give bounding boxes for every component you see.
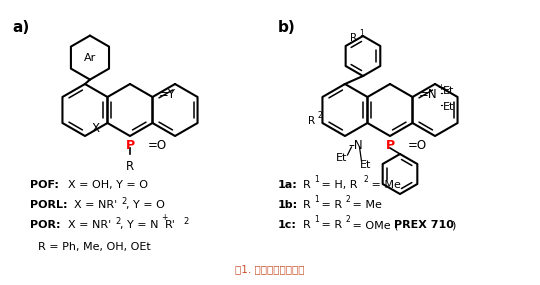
Text: 2: 2 <box>183 217 188 225</box>
Text: =O: =O <box>148 139 167 152</box>
Text: R: R <box>303 220 310 230</box>
Text: 2: 2 <box>115 217 120 225</box>
Text: +: + <box>161 213 167 223</box>
Text: R: R <box>303 180 310 190</box>
Text: = H, R: = H, R <box>318 180 357 190</box>
Text: Et: Et <box>335 153 347 163</box>
Text: =O: =O <box>408 139 427 152</box>
Text: = R: = R <box>318 220 342 230</box>
Text: P: P <box>125 139 134 152</box>
Text: =N: =N <box>418 89 437 101</box>
Text: Et: Et <box>360 160 371 170</box>
Text: PREX 710: PREX 710 <box>394 220 454 230</box>
Text: +: + <box>437 82 444 91</box>
Text: Et: Et <box>442 102 454 112</box>
Text: X = NR': X = NR' <box>74 200 117 210</box>
Text: R': R' <box>165 220 176 230</box>
Text: =Y: =Y <box>159 87 176 101</box>
Text: R: R <box>349 33 357 43</box>
Text: X = NR': X = NR' <box>68 220 111 230</box>
Text: 1a:: 1a: <box>278 180 298 190</box>
Text: Et: Et <box>442 86 454 96</box>
Text: 2: 2 <box>345 196 350 205</box>
Text: POF:: POF: <box>30 180 59 190</box>
Text: R: R <box>126 160 134 173</box>
Text: 图1. 磷杂罗丹明的结构: 图1. 磷杂罗丹明的结构 <box>235 264 305 274</box>
Text: = Me: = Me <box>368 180 401 190</box>
Text: PORL:: PORL: <box>30 200 68 210</box>
Text: , Y = O: , Y = O <box>126 200 165 210</box>
Text: 1: 1 <box>314 215 319 225</box>
Text: X = OH, Y = O: X = OH, Y = O <box>68 180 148 190</box>
Text: = Me: = Me <box>349 200 382 210</box>
Text: R: R <box>308 116 315 126</box>
Text: –N: –N <box>348 139 363 152</box>
Text: 1: 1 <box>314 176 319 184</box>
Text: POR:: POR: <box>30 220 60 230</box>
Text: , Y = N: , Y = N <box>120 220 159 230</box>
Text: Ar: Ar <box>84 53 96 63</box>
Text: 1b:: 1b: <box>278 200 298 210</box>
Text: = R: = R <box>318 200 342 210</box>
Text: 1: 1 <box>314 196 319 205</box>
Text: 1c:: 1c: <box>278 220 297 230</box>
Text: 2: 2 <box>121 196 126 205</box>
Text: P: P <box>386 139 395 152</box>
Text: 2: 2 <box>345 215 350 225</box>
Text: a): a) <box>12 20 29 35</box>
Text: b): b) <box>278 20 296 35</box>
Text: ): ) <box>451 220 455 230</box>
Text: 2: 2 <box>364 176 369 184</box>
Text: X: X <box>91 121 99 135</box>
Text: 2: 2 <box>318 111 322 119</box>
Text: R: R <box>303 200 310 210</box>
Text: R = Ph, Me, OH, OEt: R = Ph, Me, OH, OEt <box>38 242 151 252</box>
Text: 1: 1 <box>360 29 365 38</box>
Text: = OMe (: = OMe ( <box>349 220 399 230</box>
